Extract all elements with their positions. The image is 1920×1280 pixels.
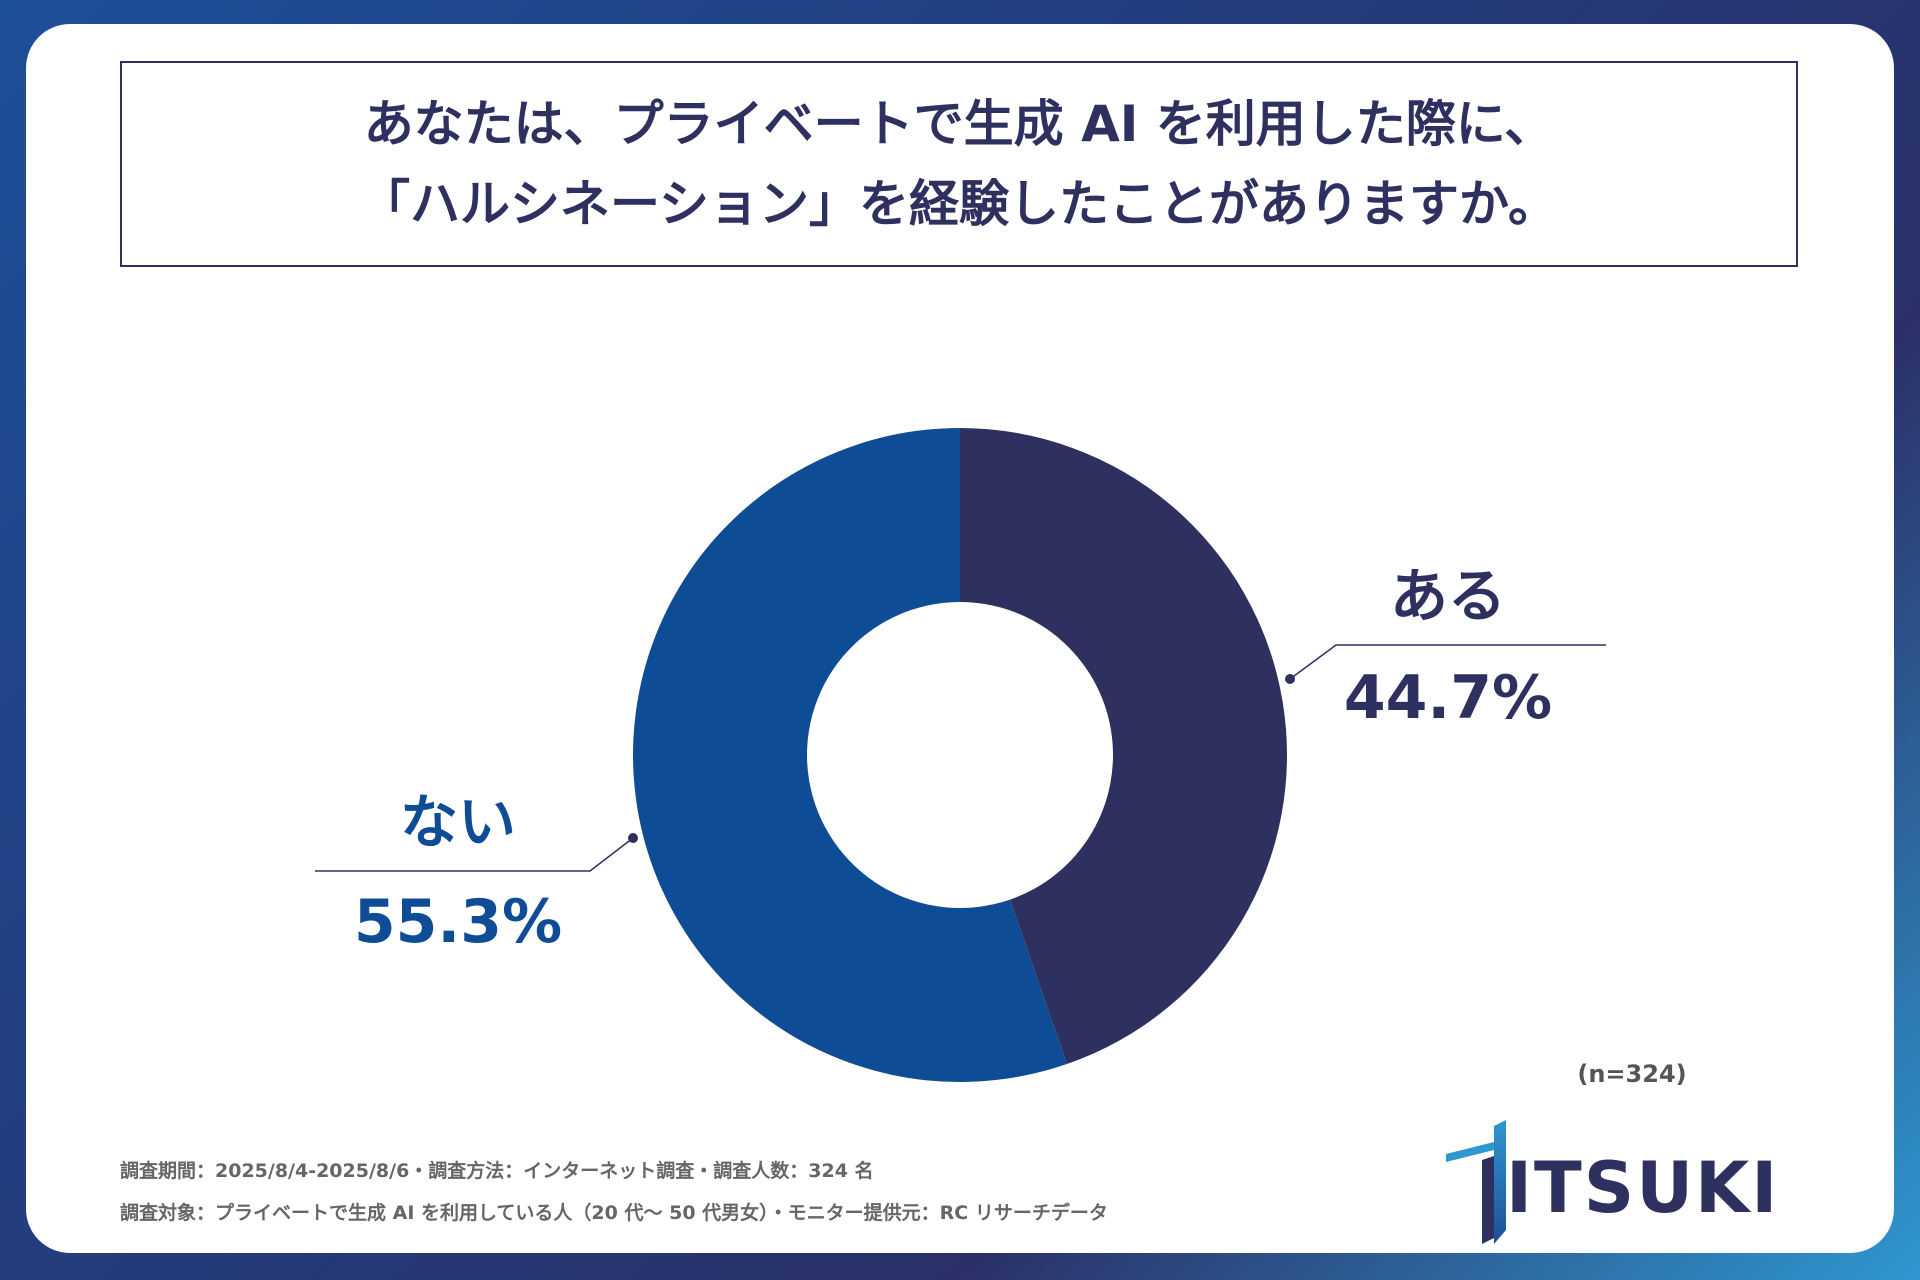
leader-dot-aru	[1285, 674, 1295, 684]
footnote-line-1: 調査期間：2025/8/4-2025/8/6・調査方法：インターネット調査・調査…	[120, 1160, 874, 1182]
slice-label-nai: ない	[400, 788, 516, 856]
title-box: あなたは、プライベートで生成 AI を利用した際に、 「ハルシネーション」を経験…	[120, 61, 1798, 267]
slice-value-aru: 44.7%	[1344, 663, 1552, 733]
slice-nai	[633, 428, 1067, 1082]
leader-line-nai	[315, 837, 634, 872]
slice-value-nai: 55.3%	[354, 887, 562, 957]
leader-line-aru	[1289, 644, 1606, 680]
footnote-line-2: 調査対象：プライベートで生成 AI を利用している人（20 代〜 50 代男女）…	[120, 1202, 1108, 1224]
sample-size-label: (n=324)	[1577, 1060, 1686, 1088]
title-line-2: 「ハルシネーション」を経験したことがありますか。	[360, 175, 1558, 233]
slice-label-aru: ある	[1390, 562, 1506, 630]
logo-text: ITSUKI	[1506, 1147, 1780, 1229]
title-line-1: あなたは、プライベートで生成 AI を利用した際に、	[363, 95, 1555, 153]
slice-aru	[960, 428, 1288, 1065]
itsuki-logo-icon	[1446, 1120, 1506, 1244]
leader-dot-nai	[628, 833, 638, 843]
